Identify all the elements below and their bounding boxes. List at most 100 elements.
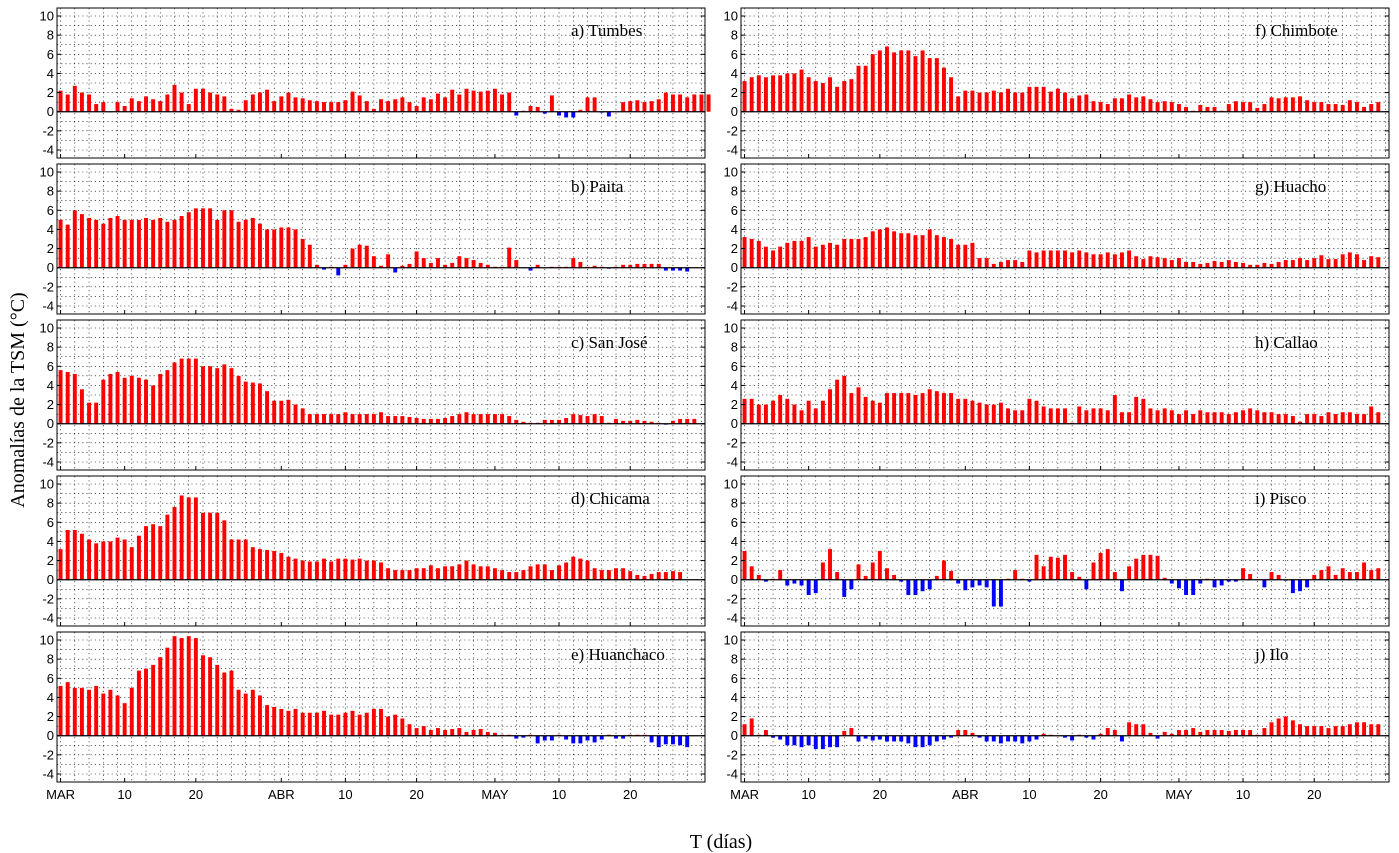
bar — [1290, 720, 1295, 736]
panel-2: 10 8 6 4 2 0 -2 -4 b) Paita — [40, 163, 706, 315]
bar — [236, 221, 241, 268]
x-tick-label: 20 — [623, 787, 637, 802]
bar — [379, 99, 383, 112]
panel-title: j) Ilo — [1254, 645, 1289, 664]
bar — [785, 73, 790, 112]
bar — [357, 414, 362, 424]
bar — [1034, 86, 1039, 112]
panel-title: a) Tumbes — [571, 21, 642, 40]
bar — [1055, 557, 1060, 580]
bar — [1241, 729, 1245, 736]
bar — [742, 551, 747, 580]
bar — [179, 638, 184, 736]
bar — [272, 229, 277, 268]
panel-7: 10 8 6 4 2 0 -2 -4 g) Huacho — [724, 163, 1390, 315]
bar — [94, 104, 99, 112]
bar — [72, 373, 77, 424]
bar — [849, 79, 854, 112]
bar — [1006, 88, 1010, 112]
bar — [1233, 579, 1238, 582]
bar — [1198, 105, 1203, 112]
bar — [172, 84, 177, 112]
bar — [79, 389, 84, 424]
bar — [172, 636, 177, 736]
bar — [849, 579, 854, 590]
bar — [1091, 254, 1096, 268]
bar — [742, 237, 747, 268]
bar — [1162, 408, 1167, 424]
bar — [885, 393, 889, 424]
bar — [1355, 254, 1359, 268]
y-tick-label: 4 — [731, 534, 738, 549]
bar — [571, 735, 576, 744]
bar — [1055, 88, 1060, 112]
bar — [742, 724, 747, 736]
bar — [58, 90, 63, 112]
bar — [941, 393, 946, 424]
bar — [1198, 410, 1203, 424]
bar — [514, 572, 519, 580]
bar — [763, 579, 768, 582]
panel-title: e) Huanchaco — [571, 645, 665, 664]
bar — [906, 393, 911, 424]
bar — [927, 58, 932, 112]
bar — [186, 212, 191, 268]
bar — [129, 547, 134, 580]
bar — [877, 402, 882, 424]
bar — [101, 379, 106, 424]
bar — [1084, 410, 1089, 424]
x-tick-label: 10 — [338, 787, 352, 802]
bar — [578, 735, 583, 744]
bar — [863, 575, 868, 580]
bar — [158, 217, 163, 268]
bar — [1298, 579, 1302, 592]
bar — [1120, 412, 1124, 424]
bar — [478, 262, 483, 268]
bar — [1305, 414, 1310, 424]
bar — [542, 111, 547, 114]
bar — [400, 718, 405, 736]
bar — [186, 636, 191, 736]
bar — [286, 556, 291, 580]
bar — [1027, 398, 1032, 424]
bar — [1276, 98, 1281, 112]
bar — [949, 239, 954, 268]
bar — [1013, 260, 1018, 268]
bar — [1134, 396, 1139, 424]
bar — [514, 260, 519, 268]
bar — [471, 564, 476, 580]
bar — [1027, 735, 1032, 742]
bar — [920, 579, 925, 592]
bar — [450, 416, 455, 424]
bar — [1148, 554, 1153, 580]
bar — [906, 735, 911, 744]
bar — [1248, 102, 1253, 112]
y-tick-label: -2 — [726, 435, 738, 450]
bar — [984, 735, 989, 742]
bar — [628, 264, 633, 268]
bar — [984, 92, 989, 112]
bar — [1226, 414, 1231, 424]
bar — [457, 94, 462, 112]
bar — [778, 395, 783, 424]
bar — [1041, 733, 1046, 736]
bar — [1290, 416, 1295, 424]
bar — [941, 237, 946, 268]
bar — [828, 549, 832, 580]
bar — [820, 562, 825, 580]
bar — [1084, 252, 1089, 268]
bar — [1305, 579, 1310, 588]
bar — [507, 247, 512, 268]
bar — [300, 712, 305, 736]
bar — [364, 414, 369, 424]
bar — [464, 412, 469, 424]
bar — [115, 102, 120, 112]
bar — [1162, 101, 1167, 112]
bar — [863, 237, 868, 268]
bar — [393, 570, 398, 580]
bar — [813, 81, 818, 112]
bar — [1120, 735, 1124, 742]
bar — [1219, 729, 1224, 736]
bar — [649, 101, 654, 112]
bar — [1226, 104, 1231, 112]
